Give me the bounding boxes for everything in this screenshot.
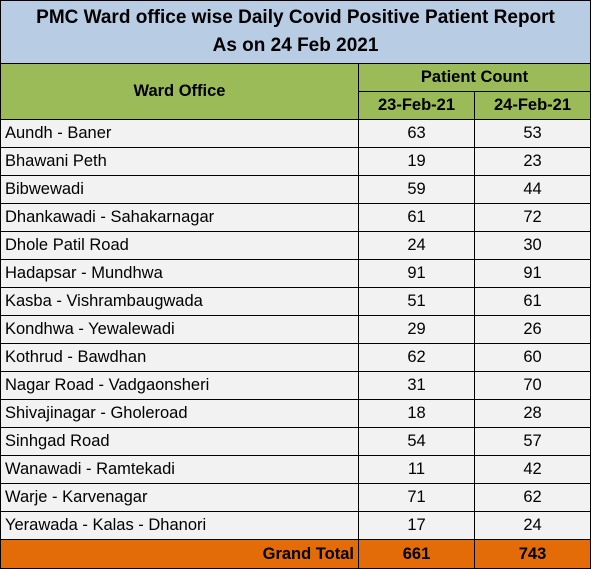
count-24feb: 60 [473, 343, 591, 372]
ward-name: Bhawani Peth [0, 147, 359, 176]
count-23feb: 71 [358, 483, 475, 512]
count-23feb: 31 [358, 371, 475, 400]
count-24feb: 72 [473, 203, 591, 232]
table-row: Warje - Karvenagar 71 62 [0, 483, 591, 512]
count-23feb: 59 [358, 175, 475, 204]
count-23feb: 61 [358, 203, 475, 232]
ward-name: Dhole Patil Road [0, 231, 359, 260]
report-title: PMC Ward office wise Daily Covid Positiv… [0, 0, 591, 64]
ward-name: Wanawadi - Ramtekadi [0, 455, 359, 484]
ward-name: Kondhwa - Yewalewadi [0, 315, 359, 344]
grand-total-label: Grand Total [0, 539, 359, 569]
count-24feb: 23 [473, 147, 591, 176]
table-row: Bibwewadi 59 44 [0, 175, 591, 204]
count-23feb: 18 [358, 399, 475, 428]
count-23feb: 63 [358, 119, 475, 148]
table-row: Kothrud - Bawdhan 62 60 [0, 343, 591, 372]
table-row: Shivajinagar - Gholeroad 18 28 [0, 399, 591, 428]
count-24feb: 61 [473, 287, 591, 316]
table-row: Sinhgad Road 54 57 [0, 427, 591, 456]
count-23feb: 51 [358, 287, 475, 316]
count-23feb: 19 [358, 147, 475, 176]
header-ward-office: Ward Office [0, 63, 359, 120]
title-line-1: PMC Ward office wise Daily Covid Positiv… [36, 7, 555, 28]
table-row: Hadapsar - Mundhwa 91 91 [0, 259, 591, 288]
count-24feb: 42 [473, 455, 591, 484]
table-row: Nagar Road - Vadgaonsheri 31 70 [0, 371, 591, 400]
grand-total-23feb: 661 [358, 539, 475, 569]
ward-name: Shivajinagar - Gholeroad [0, 399, 359, 428]
header-date-1: 23-Feb-21 [358, 91, 475, 120]
ward-name: Yerawada - Kalas - Dhanori [0, 511, 359, 540]
count-24feb: 70 [473, 371, 591, 400]
table-row: Wanawadi - Ramtekadi 11 42 [0, 455, 591, 484]
count-23feb: 17 [358, 511, 475, 540]
count-23feb: 62 [358, 343, 475, 372]
count-24feb: 53 [473, 119, 591, 148]
ward-name: Kothrud - Bawdhan [0, 343, 359, 372]
count-24feb: 26 [473, 315, 591, 344]
ward-name: Nagar Road - Vadgaonsheri [0, 371, 359, 400]
table-row: Kondhwa - Yewalewadi 29 26 [0, 315, 591, 344]
count-23feb: 29 [358, 315, 475, 344]
header-date-2: 24-Feb-21 [473, 91, 591, 120]
ward-name: Warje - Karvenagar [0, 483, 359, 512]
ward-name: Kasba - Vishrambaugwada [0, 287, 359, 316]
count-24feb: 30 [473, 231, 591, 260]
count-24feb: 57 [473, 427, 591, 456]
ward-name: Dhankawadi - Sahakarnagar [0, 203, 359, 232]
title-line-2: As on 24 Feb 2021 [212, 35, 379, 56]
ward-name: Bibwewadi [0, 175, 359, 204]
table-row: Dhankawadi - Sahakarnagar 61 72 [0, 203, 591, 232]
grand-total-24feb: 743 [473, 539, 591, 569]
ward-name: Hadapsar - Mundhwa [0, 259, 359, 288]
count-24feb: 24 [473, 511, 591, 540]
table-row: Dhole Patil Road 24 30 [0, 231, 591, 260]
count-24feb: 28 [473, 399, 591, 428]
count-23feb: 11 [358, 455, 475, 484]
count-24feb: 91 [473, 259, 591, 288]
count-23feb: 91 [358, 259, 475, 288]
table-row: Yerawada - Kalas - Dhanori 17 24 [0, 511, 591, 540]
count-23feb: 54 [358, 427, 475, 456]
grand-total-row: Grand Total 661 743 [0, 539, 591, 569]
count-23feb: 24 [358, 231, 475, 260]
table-row: Aundh - Baner 63 53 [0, 119, 591, 148]
header-patient-count: Patient Count [357, 63, 591, 92]
table-row: Bhawani Peth 19 23 [0, 147, 591, 176]
count-24feb: 62 [473, 483, 591, 512]
ward-name: Aundh - Baner [0, 119, 359, 148]
ward-name: Sinhgad Road [0, 427, 359, 456]
table-row: Kasba - Vishrambaugwada 51 61 [0, 287, 591, 316]
count-24feb: 44 [473, 175, 591, 204]
